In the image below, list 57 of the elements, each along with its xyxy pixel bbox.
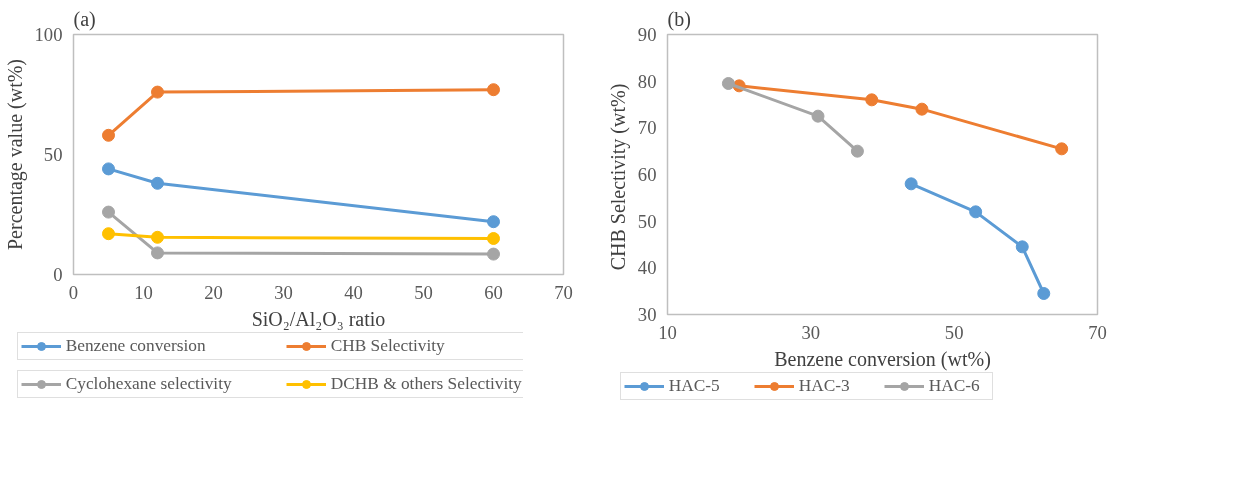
y-tick-label: 50	[637, 210, 657, 232]
legend-label: Benzene conversion	[65, 336, 207, 356]
point	[487, 215, 500, 229]
point	[1037, 287, 1051, 300]
legend-label: DCHB & others Selectivity	[330, 374, 523, 394]
point	[102, 128, 115, 142]
chart-title: (b)	[667, 7, 691, 31]
point	[102, 205, 115, 219]
point	[969, 205, 983, 219]
y-tick-label: 80	[637, 70, 657, 92]
legend-label: HAC-5	[668, 376, 721, 396]
y-axis-title: Percentage value (wt%)	[3, 58, 27, 251]
y-tick-label: 90	[637, 24, 657, 45]
chart-title: (a)	[73, 7, 96, 31]
point	[102, 227, 115, 241]
y-tick-label: 50	[43, 144, 63, 165]
point	[1015, 240, 1029, 254]
legend-label: HAC-6	[928, 376, 981, 396]
x-tick-label: 50	[414, 281, 433, 303]
point	[151, 176, 164, 190]
point	[721, 77, 735, 90]
point	[904, 177, 918, 191]
x-tick-label: 30	[274, 281, 293, 303]
point	[1055, 142, 1069, 156]
y-tick-label: 60	[637, 164, 657, 185]
x-axis-title: SiO₂/Al₂O₃ ratio	[251, 307, 386, 330]
point	[487, 83, 500, 97]
y-tick-label: 0	[53, 264, 63, 285]
y-tick-label: 30	[637, 304, 657, 325]
x-tick-label: 60	[484, 281, 503, 303]
legend-label: HAC-3	[798, 376, 851, 396]
point	[915, 102, 929, 116]
legend-label: Cyclohexane selectivity	[65, 374, 233, 394]
y-tick-label: 40	[637, 257, 657, 279]
x-tick-label: 40	[344, 281, 363, 303]
legend-label: CHB Selectivity	[330, 336, 446, 356]
point	[811, 109, 825, 123]
x-tick-label: 70	[1088, 321, 1107, 343]
point	[151, 230, 164, 244]
point	[865, 93, 879, 107]
x-tick-label: 70	[554, 281, 573, 303]
point	[151, 246, 164, 260]
x-tick-label: 10	[134, 281, 153, 303]
x-axis-title: Benzene conversion (wt%)	[774, 347, 991, 371]
point	[487, 232, 500, 245]
y-tick-label: 100	[34, 24, 63, 45]
x-tick-label: 10	[658, 321, 677, 343]
y-axis-title: CHB Selectivity (wt%)	[606, 83, 630, 271]
y-tick-label: 70	[637, 117, 657, 139]
x-tick-label: 30	[801, 321, 821, 343]
x-tick-label: 0	[68, 281, 79, 303]
point	[850, 144, 864, 158]
point	[487, 247, 500, 261]
point	[151, 85, 164, 99]
x-tick-label: 20	[204, 281, 223, 303]
x-tick-label: 50	[944, 321, 964, 343]
point	[102, 162, 115, 176]
